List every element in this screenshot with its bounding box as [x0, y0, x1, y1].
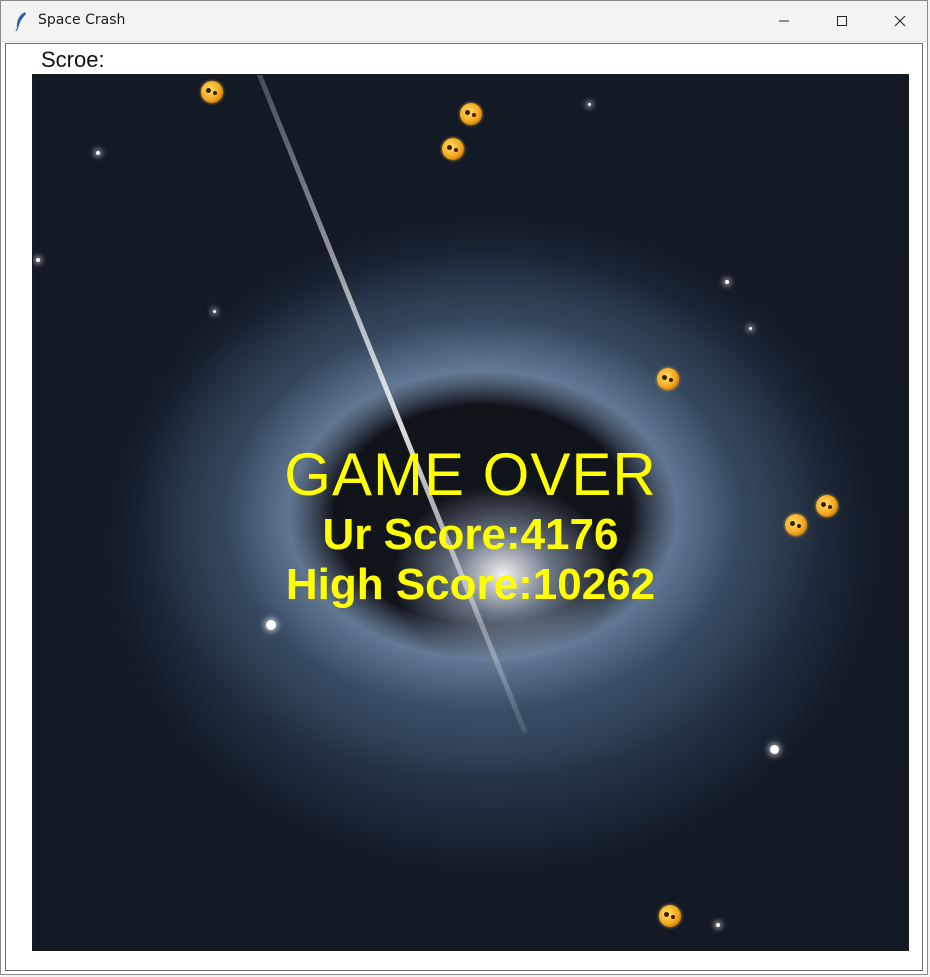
- star: [749, 327, 752, 330]
- light-beam: [253, 75, 528, 734]
- game-over-text: GAME OVER: [284, 441, 657, 508]
- star: [725, 280, 729, 284]
- game-canvas[interactable]: GAME OVER Ur Score:4176 High Score:10262: [32, 74, 909, 951]
- close-button[interactable]: [871, 1, 929, 41]
- feather-icon: [15, 12, 26, 31]
- star: [96, 151, 100, 155]
- minimize-button[interactable]: [755, 1, 813, 41]
- star: [716, 923, 720, 927]
- maximize-icon: [837, 16, 847, 26]
- window-title: Space Crash: [38, 12, 126, 28]
- maximize-button[interactable]: [813, 1, 871, 41]
- asteroid: [785, 514, 807, 536]
- asteroid: [460, 103, 482, 125]
- asteroid: [659, 905, 681, 927]
- high-score-text: High Score:10262: [285, 560, 656, 609]
- minimize-icon: [779, 20, 789, 22]
- title-bar[interactable]: Space Crash: [1, 1, 927, 42]
- star: [266, 620, 276, 630]
- star: [36, 258, 40, 262]
- asteroid: [657, 368, 679, 390]
- score-label: Scroe:: [41, 47, 105, 72]
- asteroid: [201, 81, 223, 103]
- star: [588, 103, 591, 106]
- current-score-text: Ur Score:4176: [322, 510, 619, 559]
- close-icon: [894, 15, 906, 27]
- star: [213, 310, 216, 313]
- asteroid: [816, 495, 838, 517]
- star: [770, 745, 779, 754]
- asteroid: [442, 138, 464, 160]
